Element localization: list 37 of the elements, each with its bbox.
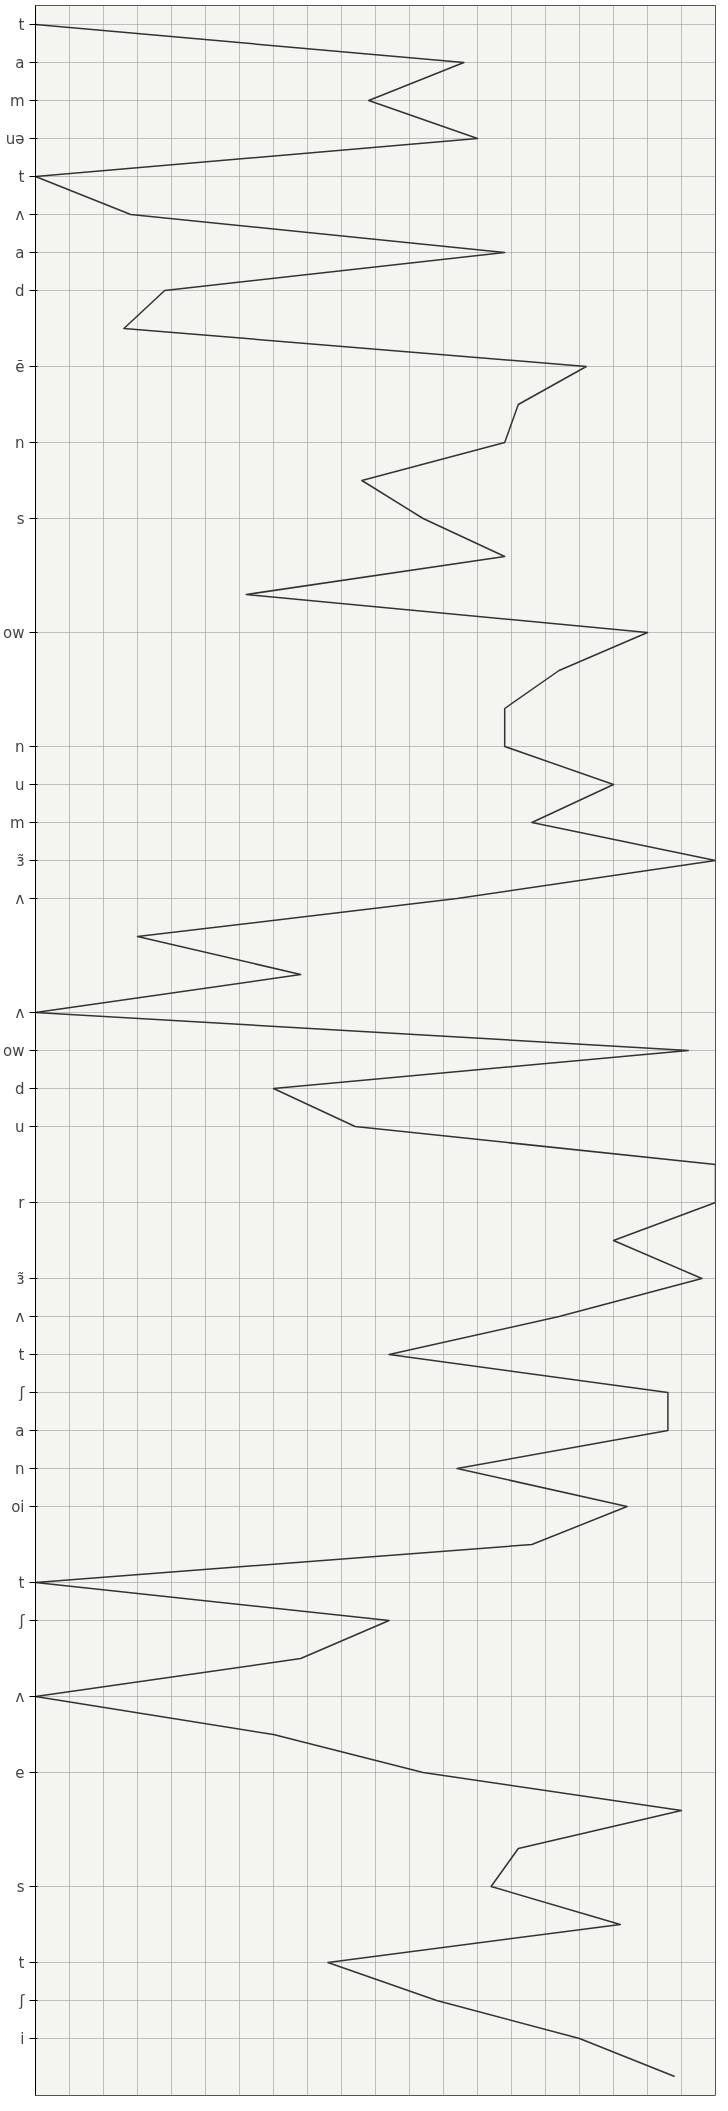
y-tick-label: i <box>20 2029 25 2048</box>
y-tick-label: m <box>9 91 25 110</box>
y-tick-label: u <box>14 775 25 794</box>
y-tick-label: ʌ <box>15 205 25 224</box>
y-tick-label: u <box>14 1117 25 1136</box>
y-tick-label: ʃ <box>18 1991 26 2010</box>
y-tick-label: ow <box>3 623 25 642</box>
y-tick-label: d <box>14 1079 25 1098</box>
y-tick-label: s <box>16 509 25 528</box>
y-tick-label: ẽ <box>15 357 25 376</box>
y-tick-label: r <box>18 1193 26 1212</box>
y-tick-label: n <box>14 433 25 452</box>
y-tick-label: oi <box>11 1497 25 1516</box>
y-tick-label: a <box>15 243 25 262</box>
y-tick-label: a <box>15 53 25 72</box>
y-tick-label: ʌ <box>15 1307 25 1326</box>
y-tick-label: t <box>18 1573 25 1592</box>
y-tick-label: ʃ <box>18 1383 26 1402</box>
y-tick-label: ɜ̃ <box>16 1269 25 1288</box>
y-tick-label: uə <box>5 129 25 148</box>
y-tick-label: t <box>18 15 25 34</box>
y-tick-label: t <box>18 1953 25 1972</box>
y-tick-label: ɜ̃ <box>16 851 25 870</box>
y-tick-label: d <box>14 281 25 300</box>
y-tick-label: s <box>16 1877 25 1896</box>
y-tick-label: n <box>14 1459 25 1478</box>
y-tick-label: ʌ <box>15 889 25 908</box>
y-tick-label: ʃ <box>18 1611 26 1630</box>
y-tick-label: n <box>14 737 25 756</box>
y-tick-label: t <box>18 167 25 186</box>
y-tick-label: m <box>9 813 25 832</box>
y-tick-label: ow <box>3 1041 25 1060</box>
y-tick-label: t <box>18 1345 25 1364</box>
y-tick-label: e <box>15 1763 25 1782</box>
y-tick-label: ʌ <box>15 1003 25 1022</box>
y-tick-label: ʌ <box>15 1687 25 1706</box>
y-tick-label: a <box>15 1421 25 1440</box>
